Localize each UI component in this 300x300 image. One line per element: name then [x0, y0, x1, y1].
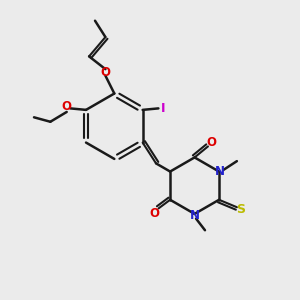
- Text: O: O: [149, 207, 159, 220]
- Text: N: N: [190, 209, 200, 222]
- Text: O: O: [206, 136, 217, 149]
- Text: O: O: [62, 100, 72, 113]
- Text: I: I: [161, 102, 166, 115]
- Text: S: S: [236, 203, 245, 216]
- Text: O: O: [100, 66, 110, 79]
- Text: N: N: [215, 165, 225, 178]
